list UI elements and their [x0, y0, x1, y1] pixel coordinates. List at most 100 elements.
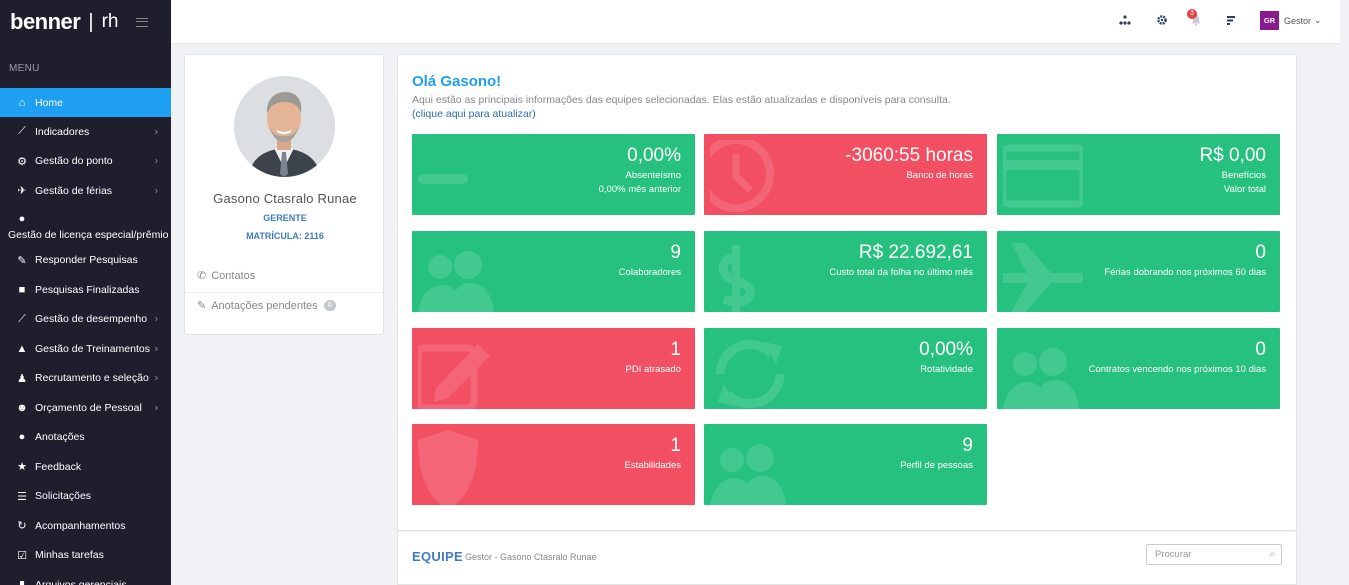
indicator-card[interactable]: R$ 0,00 Benefícios Valor total	[997, 134, 1280, 215]
chevron-right-icon: ›	[154, 372, 158, 384]
main-panel: Olá Gasono! Aqui estão as principais inf…	[397, 54, 1297, 531]
profile-role: GERENTE	[263, 213, 307, 223]
update-link[interactable]: (clique aqui para atualizar)	[412, 108, 536, 120]
sidebar-item-12[interactable]: ● Anotações	[0, 423, 171, 453]
sidebar-item-9[interactable]: ▲ Gestão de Treinamentos ›	[0, 334, 171, 364]
sidebar-item-4[interactable]: ✈ Gestão de férias ›	[0, 176, 171, 206]
sidebar-item-15[interactable]: ↻ Acompanhamentos	[0, 511, 171, 541]
notes-link[interactable]: ✎ Anotações pendentes 0	[197, 299, 336, 312]
sidebar-item-13[interactable]: ★ Feedback	[0, 452, 171, 482]
list-icon: ☰	[17, 490, 27, 503]
scrollbar[interactable]	[1340, 44, 1349, 585]
notification-badge: 3	[1187, 9, 1197, 19]
sidebar-item-5[interactable]: ● Gestão de licença especial/prêmio	[0, 206, 171, 246]
card-value: 9	[962, 435, 973, 456]
bar-chart-icon: ▮	[16, 579, 28, 585]
description: Aqui estão as principais informações das…	[412, 94, 951, 106]
topbar: 3 GR Gestor ⌄	[171, 0, 1340, 44]
profile-name: Gasono Ctasralo Runae	[213, 191, 357, 206]
indicator-card[interactable]: 0,00% Rotatividade	[704, 328, 987, 409]
sidebar-item-label: Feedback	[35, 460, 82, 473]
search-icon: ⌕	[1269, 549, 1275, 560]
card-value: R$ 0,00	[1199, 145, 1266, 166]
sidebar-item-17[interactable]: ▮ Arquivos gerenciais	[0, 570, 171, 585]
notes-label: Anotações pendentes	[211, 299, 318, 312]
brand-logo[interactable]: benner	[10, 9, 81, 34]
sidebar-nav: ⌂ Home ⟋ Indicadores › ⚙ Gestão do ponto › ✈ Gest…	[0, 88, 171, 585]
search-input[interactable]: Procurar ⌕	[1146, 544, 1282, 565]
user-name: Gestor	[1284, 15, 1312, 26]
card-value: 0,00%	[919, 339, 973, 360]
sidebar-item-10[interactable]: ♟ Recrutamento e seleção ›	[0, 364, 171, 394]
card-label: Férias dobrando nos próximos 60 dias	[1104, 267, 1266, 278]
hamburger-menu-icon[interactable]	[136, 17, 149, 27]
indicator-card[interactable]: 9 Colaboradores	[412, 231, 695, 312]
money-bag-icon: ●	[18, 212, 26, 225]
indicator-card[interactable]: 9 Perfil de pessoas	[704, 424, 987, 505]
divider	[185, 292, 383, 293]
greeting: Olá Gasono!	[412, 73, 502, 90]
card-label: Estabilidades	[624, 460, 681, 471]
card-label: Custo total da folha no último mês	[829, 267, 973, 278]
sidebar-item-11[interactable]: ☻ Orçamento de Pessoal ›	[0, 393, 171, 423]
user-menu[interactable]: GR Gestor ⌄	[1260, 11, 1322, 30]
sidebar-item-label: Indicadores	[35, 125, 90, 138]
gear-icon[interactable]	[1155, 14, 1169, 28]
card-value: -3060:55 horas	[845, 145, 973, 166]
indicator-card[interactable]: 1 PDI atrasado	[412, 328, 695, 409]
sidebar-item-6[interactable]: ✎ Responder Pesquisas	[0, 246, 171, 276]
sidebar-item-label: Recrutamento e seleção	[35, 372, 149, 385]
plane-icon	[1003, 237, 1083, 312]
sidebar-item-14[interactable]: ☰ Solicitações	[0, 482, 171, 512]
contacts-label: Contatos	[211, 269, 256, 282]
card-label: Rotatividade	[920, 364, 973, 375]
profile-card: Gasono Ctasralo Runae GERENTE MATRÍCULA:…	[184, 54, 384, 335]
card-label: Banco de horas	[906, 170, 973, 181]
sidebar-item-3[interactable]: ⚙ Gestão do ponto ›	[0, 147, 171, 177]
sidebar-item-label: Minhas tarefas	[35, 549, 104, 562]
equipe-subtitle: Gestor - Gasono Ctasralo Runae	[465, 552, 597, 562]
sidebar-item-label: Solicitações	[35, 490, 92, 503]
sidebar-item-label: Orçamento de Pessoal	[35, 401, 142, 414]
indicator-card[interactable]: -3060:55 horas Banco de horas	[704, 134, 987, 215]
tasks-icon[interactable]	[1224, 14, 1238, 28]
chevron-right-icon: ›	[154, 126, 158, 138]
equipe-section: EQUIPE Gestor - Gasono Ctasralo Runae Pr…	[397, 531, 1297, 585]
indicator-card[interactable]: 0,00% Absenteísmo 0,00% mês anterior	[412, 134, 695, 215]
card-value: 0,00%	[627, 145, 681, 166]
clock-icon	[704, 136, 790, 215]
bell-icon[interactable]: 3	[1187, 9, 1203, 28]
card-value: 1	[670, 435, 681, 456]
sidebar-item-7[interactable]: ■ Pesquisas Finalizadas	[0, 275, 171, 305]
users-icon	[710, 430, 790, 505]
sidebar-item-label: Responder Pesquisas	[35, 254, 138, 267]
contacts-link[interactable]: ✆ Contatos	[197, 269, 256, 283]
sidebar-item-2[interactable]: ⟋ Indicadores ›	[0, 117, 171, 147]
chevron-right-icon: ›	[154, 402, 158, 414]
shield-icon	[418, 430, 498, 505]
home-icon: ⌂	[18, 96, 26, 109]
sidebar-item-16[interactable]: ☑ Minhas tarefas	[0, 541, 171, 571]
card-label: Perfil de pessoas	[900, 460, 973, 471]
card-label: Colaboradores	[618, 267, 681, 278]
dollar-icon	[710, 237, 790, 312]
card-value: R$ 22.692,61	[858, 242, 973, 263]
star-half-icon: ★	[17, 461, 27, 474]
indicator-card[interactable]: 0 Contratos vencendo nos próximos 10 dias	[997, 328, 1280, 409]
sidebar-item-label: Home	[35, 96, 64, 109]
chart-line-icon: ⟋	[18, 125, 26, 138]
indicator-card[interactable]: R$ 22.692,61 Custo total da folha no últi…	[704, 231, 987, 312]
card-label: PDI atrasado	[625, 364, 681, 375]
card-sublabel: Valor total	[1223, 184, 1266, 195]
sidebar-item-label: Arquivos gerenciais	[35, 578, 127, 585]
profile-photo	[234, 76, 335, 177]
brand-suffix: rh	[101, 11, 119, 32]
chevron-down-icon: ⌄	[1314, 15, 1322, 25]
sidebar-item-1[interactable]: ⌂ Home	[0, 88, 171, 117]
sidebar-item-label: Gestão de licença especial/prêmio	[8, 228, 169, 241]
sitemap-icon[interactable]	[1118, 14, 1132, 28]
sidebar-item-8[interactable]: ⟋ Gestão de desempenho ›	[0, 305, 171, 335]
indicator-card[interactable]: 0 Férias dobrando nos próximos 60 dias	[997, 231, 1280, 312]
indicator-card[interactable]: 1 Estabilidades	[412, 424, 695, 505]
sync-icon: ↻	[17, 520, 27, 533]
